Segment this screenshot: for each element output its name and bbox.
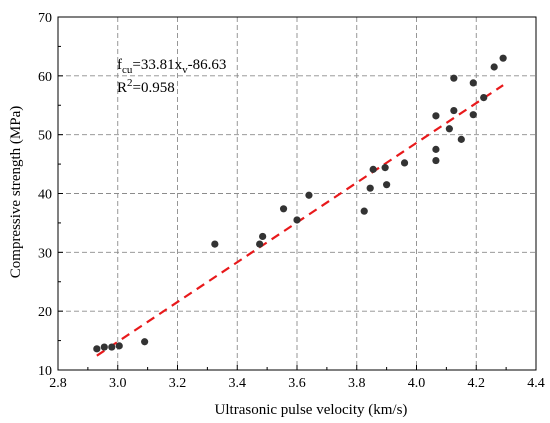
data-point [432,112,440,120]
x-tick-label: 3.4 [229,376,247,391]
y-tick-label: 20 [38,305,52,320]
x-tick-label: 2.8 [49,376,67,391]
x-axis-label: Ultrasonic pulse velocity (km/s) [215,402,408,418]
x-tick-label: 3.6 [288,376,306,391]
data-point [279,205,288,213]
data-point [432,156,440,165]
grid-layer [58,17,536,370]
data-point [141,338,149,346]
data-point [480,94,488,102]
fit-equation: fcu=33.81xv-86.63 [117,57,226,76]
y-tick-label: 30 [38,246,52,261]
data-point [369,165,377,173]
x-tick-label: 4.2 [468,376,486,391]
x-tick-label: 3.2 [169,376,187,391]
x-tick-label: 3.8 [348,376,366,391]
ticks-layer [57,16,537,371]
x-tick-label: 3.0 [109,376,127,391]
x-tick-label: 4.0 [408,376,426,391]
data-point [445,125,453,133]
data-point [469,79,477,87]
y-tick-label: 60 [38,70,52,85]
data-point [360,207,368,215]
data-point [211,240,219,248]
data-point [115,342,123,350]
y-tick-label: 40 [38,188,52,203]
data-point [499,54,507,62]
data-point [381,164,389,172]
data-point [457,135,465,143]
data-point [93,345,101,353]
r-squared-label: R2=0.958 [117,77,175,96]
data-point [256,240,264,248]
y-tick-label: 50 [38,129,52,144]
data-point [450,74,458,82]
data-point [469,111,477,119]
data-point [400,159,409,167]
data-point [366,184,374,192]
y-tick-label: 10 [38,364,52,379]
data-point [108,343,116,351]
data-point [450,106,458,115]
y-tick-label: 70 [38,11,52,26]
data-point [100,343,108,351]
points-layer [93,54,507,353]
labels-layer: 2.8 3.0 3.2 3.4 3.6 3.8 4.0 4.2 4.4 10 20 30 40 50 60 7… [38,11,545,391]
data-point [305,191,313,199]
data-point [490,63,498,71]
data-point [293,216,301,224]
data-point [383,181,391,189]
data-point [432,145,440,153]
y-axis-label: Compressive strength (MPa) [8,106,24,278]
x-tick-label: 4.4 [527,376,545,391]
data-point [259,232,267,241]
